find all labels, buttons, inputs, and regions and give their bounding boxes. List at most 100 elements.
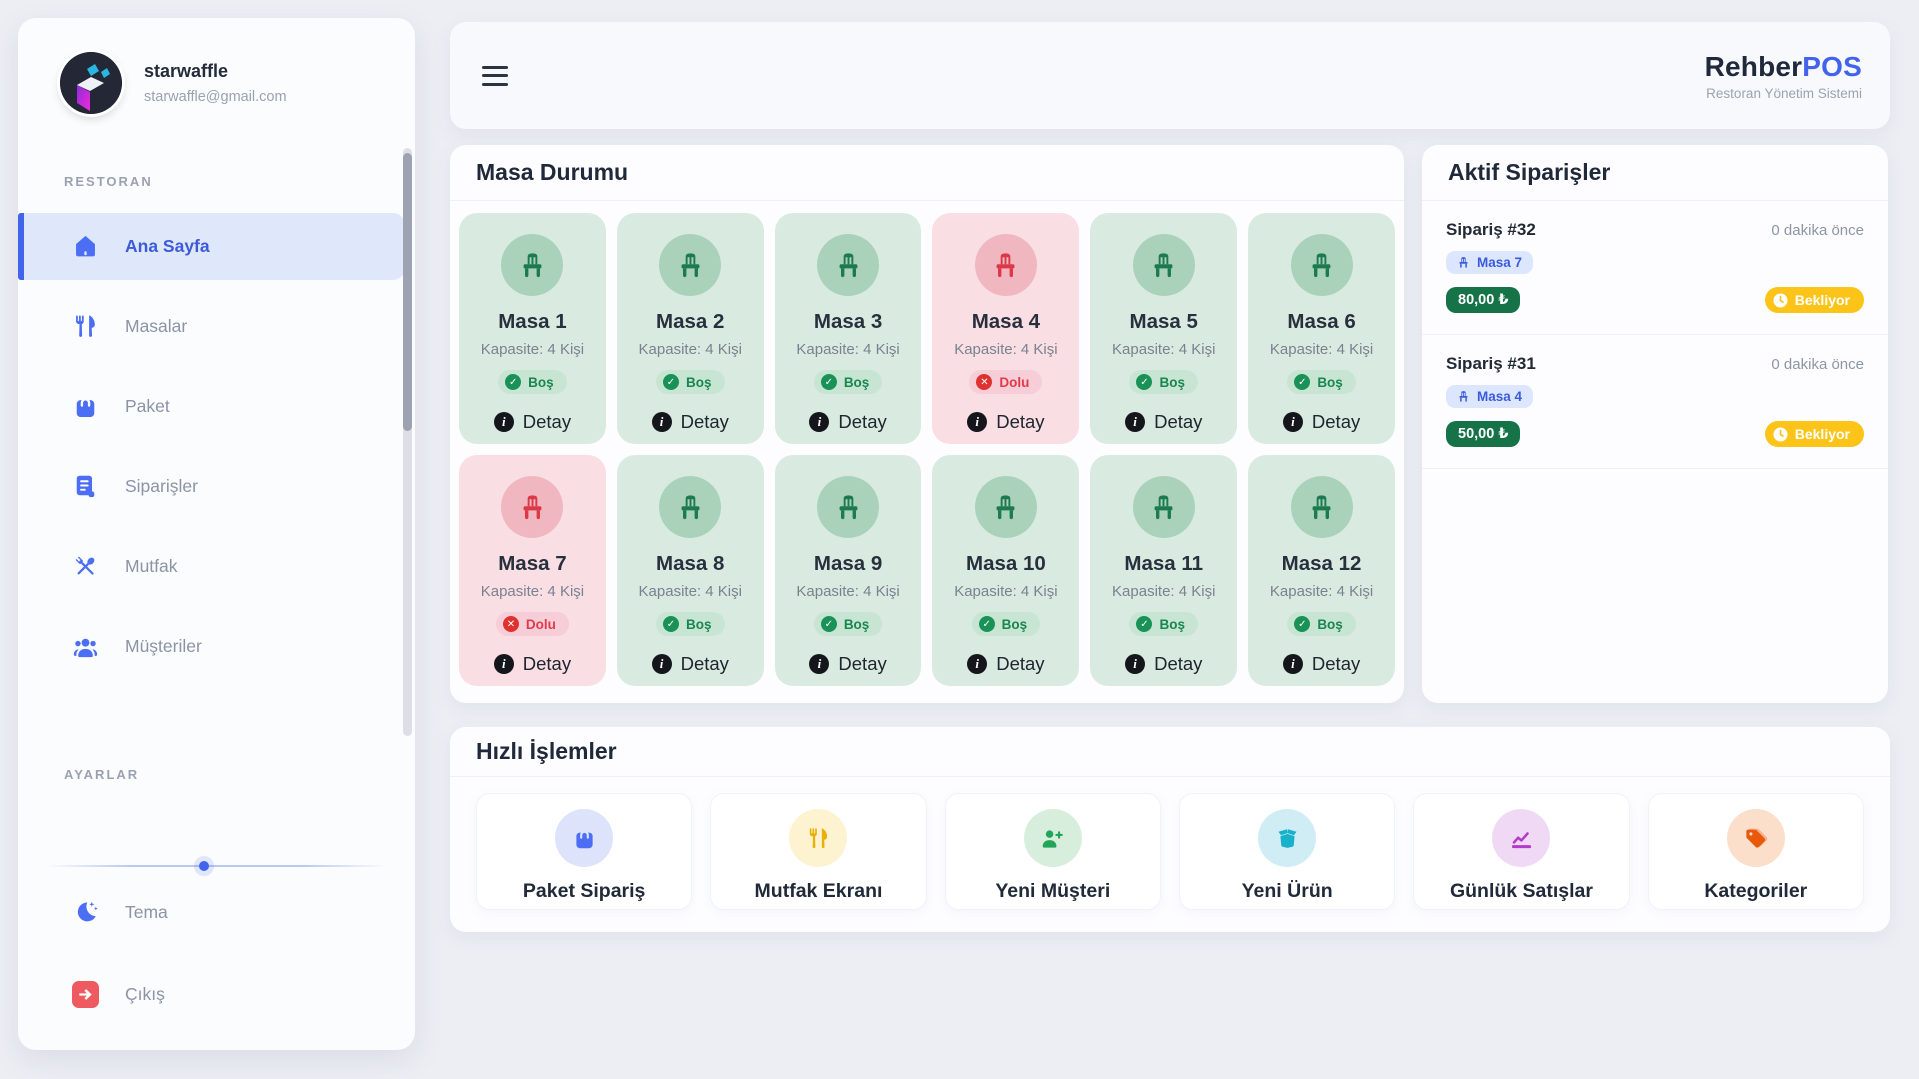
table-card[interactable]: Masa 5 Kapasite: 4 Kişi Boş i Detay (1090, 213, 1238, 444)
table-card[interactable]: Masa 3 Kapasite: 4 Kişi Boş i Detay (774, 213, 922, 444)
sidebar-item-tema[interactable]: Tema (18, 880, 415, 944)
order-status-badge[interactable]: Bekliyor (1764, 287, 1864, 313)
sidebar-scrollbar-thumb[interactable] (403, 153, 412, 431)
user-name: starwaffle (144, 61, 229, 81)
tables-panel-header: Masa Durumu (450, 145, 1404, 201)
bag-icon (555, 809, 614, 867)
table-card[interactable]: Masa 9 Kapasite: 4 Kişi Boş i Detay (774, 455, 922, 686)
table-capacity: Kapasite: 4 Kişi (1112, 341, 1216, 358)
quick-action-yeni-urun[interactable]: Yeni Ürün (1178, 793, 1396, 910)
sidebar-item-paket[interactable]: Paket (18, 373, 415, 440)
order-status-badge[interactable]: Bekliyor (1764, 421, 1864, 447)
sidebar-scrollbar[interactable] (403, 148, 412, 736)
quick-actions-row: Paket Sipariş Mutfak Ekranı Yeni Müş (450, 777, 1890, 910)
orders-panel-header: Aktif Siparişler (1422, 145, 1888, 201)
info-icon: i (1125, 412, 1146, 432)
sidebar-item-masalar[interactable]: Masalar (18, 293, 415, 360)
info-icon: i (651, 654, 672, 674)
table-status-badge: Dolu (969, 370, 1043, 394)
table-detail-button[interactable]: i Detay (1125, 411, 1202, 433)
order-id: Sipariş #32 (1446, 220, 1536, 239)
table-name: Masa 6 (1287, 310, 1356, 333)
table-card[interactable]: Masa 12 Kapasite: 4 Kişi Boş i Detay (1248, 455, 1395, 686)
table-status-label: Boş (1159, 374, 1185, 390)
clock-icon (1773, 427, 1788, 441)
sidebar-divider (46, 861, 387, 871)
info-icon: i (1282, 412, 1303, 432)
table-detail-label: Detay (996, 411, 1045, 432)
chair-icon (839, 252, 858, 277)
table-icon-circle (1290, 476, 1353, 538)
table-detail-button[interactable]: i Detay (1282, 653, 1360, 675)
sidebar-item-ana-sayfa[interactable]: Ana Sayfa (18, 213, 405, 280)
table-detail-button[interactable]: i Detay (493, 411, 571, 433)
orders-panel-title: Aktif Siparişler (1448, 159, 1611, 185)
quick-action-yeni-musteri[interactable]: Yeni Müşteri (944, 793, 1161, 910)
quick-action-mutfak-ekrani[interactable]: Mutfak Ekranı (710, 793, 927, 910)
table-card[interactable]: Masa 11 Kapasite: 4 Kişi Boş i Detay (1090, 455, 1238, 686)
quick-action-gunluk-satislar[interactable]: Günlük Satışlar (1413, 793, 1630, 910)
chair-icon (523, 494, 542, 519)
sidebar-item-label: Tema (125, 901, 168, 922)
user-plus-icon (1023, 809, 1082, 867)
table-detail-label: Detay (1154, 653, 1203, 674)
table-status-badge: Boş (1129, 612, 1198, 636)
table-detail-label: Detay (838, 653, 887, 674)
table-name: Masa 5 (1129, 310, 1198, 333)
sidebar-item-cikis[interactable]: Çıkış (18, 962, 415, 1026)
sidebar-item-siparisler[interactable]: Siparişler (18, 453, 415, 520)
order-status-label: Bekliyor (1794, 292, 1850, 308)
orders-list: Sipariş #32 0 dakika önce Masa 7 (1422, 201, 1888, 469)
table-detail-button[interactable]: i Detay (967, 653, 1045, 675)
table-status-label: Boş (685, 616, 712, 632)
user-email: starwaffle@gmail.com (144, 89, 287, 105)
table-detail-button[interactable]: i Detay (651, 411, 729, 433)
sidebar-item-mutfak[interactable]: Mutfak (18, 533, 415, 600)
table-card[interactable]: Masa 7 Kapasite: 4 Kişi Dolu i Detay (459, 455, 606, 686)
menu-toggle-button[interactable] (482, 62, 508, 90)
table-detail-button[interactable]: i Detay (1125, 653, 1202, 675)
table-capacity: Kapasite: 4 Kişi (1269, 583, 1374, 600)
chair-icon (1459, 257, 1468, 268)
table-card[interactable]: Masa 1 Kapasite: 4 Kişi Boş i Detay (459, 213, 606, 444)
table-status-badge: Boş (1287, 370, 1356, 394)
order-item[interactable]: Sipariş #32 0 dakika önce Masa 7 (1422, 201, 1888, 335)
table-card[interactable]: Masa 10 Kapasite: 4 Kişi Boş i Detay (932, 455, 1080, 686)
order-table-chip: Masa 4 (1446, 385, 1534, 408)
table-status-label: Dolu (999, 374, 1030, 390)
user-profile[interactable]: starwaffle starwaffle@gmail.com (18, 18, 415, 114)
table-icon-circle (659, 476, 722, 538)
chart-line-icon (1492, 809, 1551, 867)
order-table-chip: Masa 7 (1446, 251, 1534, 274)
table-detail-button[interactable]: i Detay (493, 653, 571, 675)
quick-action-paket-siparis[interactable]: Paket Sipariş (476, 793, 693, 910)
table-detail-button[interactable]: i Detay (1282, 411, 1360, 433)
table-card[interactable]: Masa 6 Kapasite: 4 Kişi Boş i Detay (1248, 213, 1395, 444)
table-detail-button[interactable]: i Detay (967, 411, 1045, 433)
order-item[interactable]: Sipariş #31 0 dakika önce Masa 4 (1422, 335, 1888, 469)
info-icon: i (809, 654, 830, 674)
table-status-badge: Boş (655, 612, 725, 636)
sidebar-nav: Ana Sayfa Masalar Paket (18, 213, 415, 693)
table-capacity: Kapasite: 4 Kişi (480, 341, 585, 358)
chair-icon (1459, 391, 1468, 402)
sidebar-item-musteriler[interactable]: Müşteriler (18, 613, 415, 680)
table-card[interactable]: Masa 2 Kapasite: 4 Kişi Boş i Detay (616, 213, 764, 444)
quick-action-kategoriler[interactable]: Kategoriler (1647, 793, 1864, 910)
order-time: 0 dakika önce (1771, 356, 1864, 373)
chair-icon (1154, 494, 1173, 519)
order-id: Sipariş #31 (1446, 354, 1536, 373)
top-bar: RehberPOS Restoran Yönetim Sistemi (450, 22, 1890, 129)
status-dot-icon (1136, 374, 1153, 390)
table-card[interactable]: Masa 4 Kapasite: 4 Kişi Dolu i Detay (932, 213, 1080, 444)
table-name: Masa 1 (498, 310, 567, 333)
table-card[interactable]: Masa 8 Kapasite: 4 Kişi Boş i Detay (616, 455, 764, 686)
table-icon-circle (659, 234, 722, 296)
section-label-restoran: RESTORAN (64, 174, 153, 189)
table-detail-button[interactable]: i Detay (809, 653, 887, 675)
table-capacity: Kapasite: 4 Kişi (480, 583, 585, 600)
table-detail-label: Detay (680, 653, 729, 674)
table-detail-button[interactable]: i Detay (809, 411, 887, 433)
info-icon: i (493, 654, 514, 674)
table-detail-button[interactable]: i Detay (651, 653, 729, 675)
